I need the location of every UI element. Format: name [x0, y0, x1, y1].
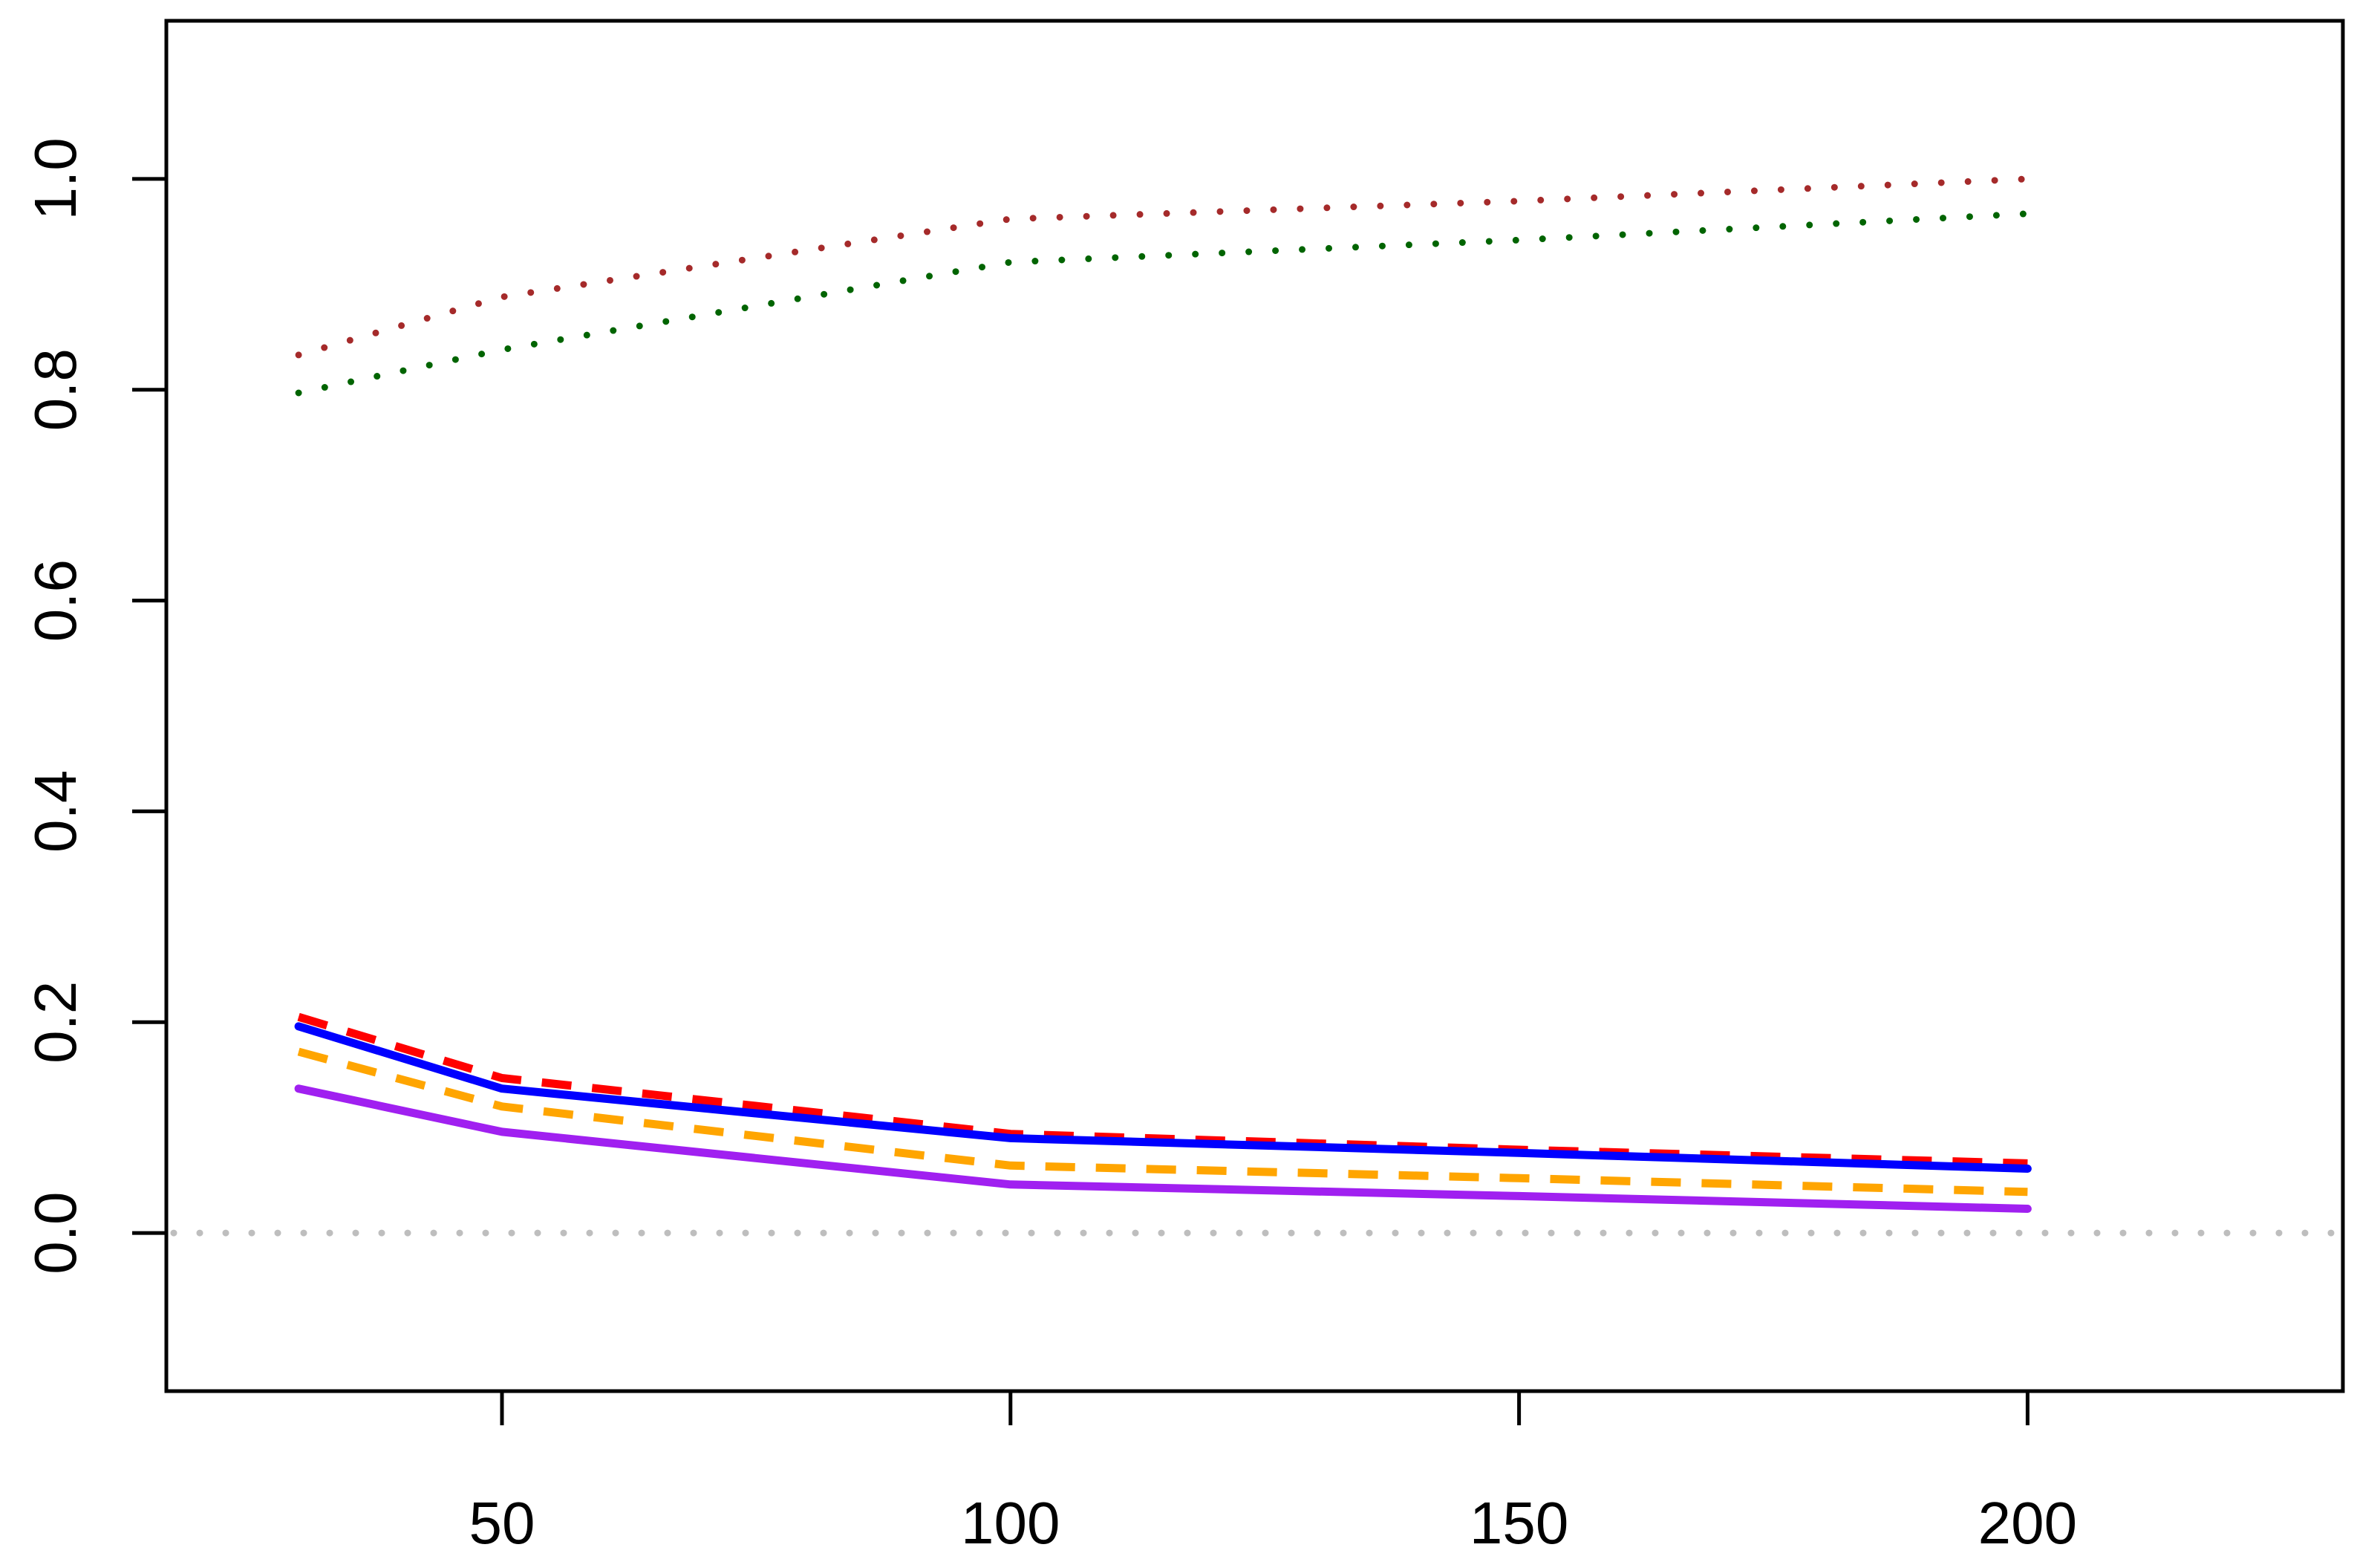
x-tick-label: 200 — [1978, 1490, 2077, 1556]
y-tick-label: 0.2 — [22, 981, 88, 1064]
y-axis: 0.0 0.2 0.4 0.6 0.8 1.0 — [22, 137, 166, 1275]
series-line-2 — [295, 210, 2031, 397]
series-line-5 — [297, 1047, 2028, 1197]
series-layer — [294, 175, 2032, 1213]
series-line-6 — [294, 1084, 2032, 1213]
series-line-1 — [295, 175, 2031, 359]
y-tick-label: 0.6 — [22, 559, 88, 642]
y-tick-label: 0.0 — [22, 1191, 88, 1274]
y-tick-label: 0.4 — [22, 770, 88, 853]
y-tick-label: 0.8 — [22, 348, 88, 431]
plot-frame — [164, 19, 2345, 1393]
series-line-4 — [294, 1022, 2032, 1173]
x-tick-label: 150 — [1470, 1490, 1568, 1556]
x-axis: 50 100 150 200 — [469, 1391, 2077, 1556]
x-tick-label: 100 — [961, 1490, 1060, 1556]
x-tick-label: 50 — [469, 1490, 535, 1556]
series-line-3 — [297, 1012, 2028, 1168]
y-tick-label: 1.0 — [22, 137, 88, 220]
